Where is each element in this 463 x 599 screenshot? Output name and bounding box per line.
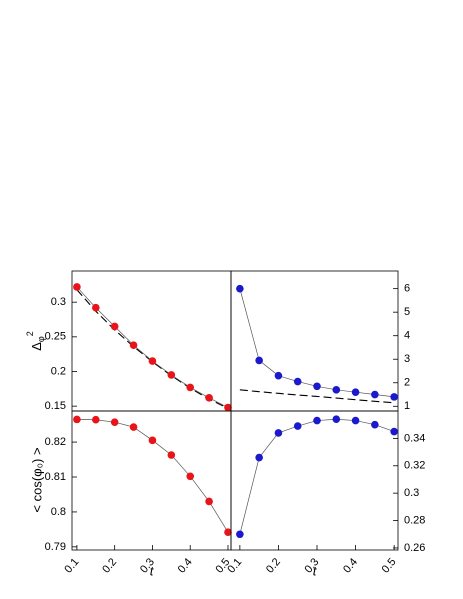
data-point — [110, 322, 119, 331]
data-point — [129, 341, 138, 349]
y-label-main: Δ — [29, 342, 44, 351]
data-point — [274, 371, 283, 380]
data-point — [351, 388, 360, 396]
plot-frame — [230, 270, 399, 412]
y-tick-label: 0.25 — [45, 331, 66, 343]
x-tick-label: 0.4 — [176, 556, 195, 575]
plot-frame — [230, 410, 399, 551]
data-point — [274, 429, 283, 437]
y-label-sup: 2 — [25, 331, 35, 336]
dashed-line — [76, 289, 229, 409]
y-tick-label: 2 — [404, 377, 410, 389]
y-tick-label: 0.28 — [404, 514, 425, 526]
data-point — [91, 415, 100, 424]
data-point — [186, 383, 195, 392]
y-tick-label: 0.3 — [404, 487, 419, 499]
x-tick-label: 0.5 — [380, 556, 399, 575]
series-line — [76, 419, 229, 533]
x-axis-label: t — [150, 563, 155, 578]
y-tick-label: 0.15 — [45, 400, 66, 412]
data-point — [186, 472, 195, 481]
data-point — [73, 283, 81, 291]
dashed-line — [239, 389, 395, 404]
data-point — [332, 415, 341, 424]
series-line — [239, 418, 395, 535]
data-point — [236, 530, 244, 539]
y-tick-label: 3 — [404, 353, 410, 365]
y-tick-label: 6 — [404, 283, 410, 295]
x-tick-label: 0.1 — [62, 556, 81, 575]
plot-frame — [71, 270, 232, 412]
y-axis-label: Δφ2 — [25, 331, 46, 351]
y-tick-label: 1 — [404, 400, 410, 412]
y-axis-label: < cos(φ₀) > — [29, 447, 44, 512]
data-point — [91, 303, 100, 312]
data-point — [148, 357, 157, 365]
data-point — [148, 436, 157, 445]
y-tick-label: 0.3 — [51, 296, 66, 308]
data-point — [371, 420, 379, 429]
x-axis-label: t — [313, 563, 318, 578]
data-point — [332, 386, 341, 394]
data-point — [167, 371, 176, 379]
y-tick-label: 0.2 — [51, 365, 66, 377]
series-line — [76, 286, 229, 408]
data-point — [205, 497, 213, 506]
series-line — [239, 288, 395, 398]
data-point — [236, 284, 244, 293]
data-point — [110, 418, 119, 426]
y-tick-label: 0.32 — [404, 460, 425, 472]
data-point — [255, 356, 263, 365]
y-tick-label: 0.81 — [45, 471, 66, 483]
data-point — [73, 415, 81, 424]
data-point — [205, 394, 213, 402]
x-tick-label: 0.4 — [341, 556, 360, 575]
y-tick-label: 4 — [404, 330, 410, 342]
y-tick-label: 0.82 — [45, 436, 66, 448]
data-point — [351, 416, 360, 425]
x-tick-label: 0.2 — [264, 556, 283, 575]
data-point — [129, 423, 138, 431]
data-point — [293, 422, 302, 430]
data-point — [371, 390, 379, 399]
y-tick-label: 5 — [404, 306, 410, 318]
y-tick-label: 0.26 — [404, 542, 425, 554]
y-tick-label: 0.8 — [51, 506, 66, 518]
y-tick-label: 0.79 — [45, 541, 66, 553]
data-point — [224, 528, 232, 536]
y-tick-label: 0.34 — [404, 432, 425, 444]
data-point — [390, 427, 398, 436]
plot-frame — [71, 410, 232, 551]
x-tick-label: 0.3 — [138, 556, 157, 575]
x-tick-label: 0.2 — [100, 556, 119, 575]
data-point — [293, 377, 302, 386]
data-point — [167, 451, 176, 459]
data-point — [255, 453, 263, 462]
data-point — [390, 393, 398, 401]
data-point — [224, 403, 232, 412]
data-point — [313, 416, 321, 425]
y-label-sub: φ — [36, 336, 46, 342]
x-tick-label: 0.1 — [225, 556, 244, 575]
data-point — [313, 382, 321, 391]
